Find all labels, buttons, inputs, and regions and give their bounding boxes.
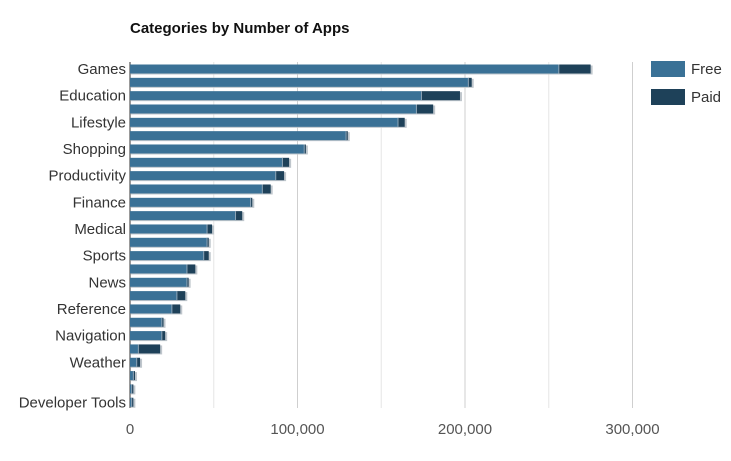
bar-paid xyxy=(131,397,134,407)
bar-paid xyxy=(275,171,285,181)
bar-paid xyxy=(282,157,290,167)
bar-free xyxy=(130,157,283,167)
category-labels: Games Education Lifestyle Shopping Productiv… xyxy=(19,61,127,411)
legend-label-paid: Paid xyxy=(691,89,721,106)
bar-paid xyxy=(133,371,136,381)
bar-free xyxy=(130,224,208,234)
category-label: Developer Tools xyxy=(19,394,126,411)
bar-free xyxy=(130,77,469,87)
bar-free xyxy=(130,91,422,101)
bar-paid xyxy=(161,331,166,341)
legend-swatch-paid xyxy=(651,89,685,105)
bar-free xyxy=(130,331,162,341)
bar-paid xyxy=(262,184,271,194)
bar-free xyxy=(130,344,139,354)
bar-paid xyxy=(186,264,196,274)
bar-paid xyxy=(558,64,591,74)
bar-paid xyxy=(346,131,348,141)
x-tick-label: 100,000 xyxy=(270,421,324,438)
bar-free xyxy=(130,237,208,247)
category-label: Reference xyxy=(57,301,126,318)
category-label: News xyxy=(88,274,126,291)
bar-paid xyxy=(421,91,460,101)
bar-free xyxy=(130,184,263,194)
bar-free xyxy=(130,384,132,394)
bar-paid xyxy=(176,291,186,301)
bar-free xyxy=(130,117,398,127)
bar-free xyxy=(130,264,187,274)
chart-title: Categories by Number of Apps xyxy=(130,20,349,37)
bar-paid xyxy=(186,277,189,287)
bar-free xyxy=(130,291,177,301)
category-label: Education xyxy=(59,88,126,105)
bar-free xyxy=(130,371,134,381)
category-label: Navigation xyxy=(55,328,126,345)
bar-paid xyxy=(207,224,213,234)
x-tick-label: 300,000 xyxy=(605,421,659,438)
bar-free xyxy=(130,277,187,287)
bar-free xyxy=(130,64,559,74)
bar-free xyxy=(130,171,276,181)
bar-paid xyxy=(235,211,243,221)
bar-free xyxy=(130,317,162,327)
bar-free xyxy=(130,251,204,261)
legend-swatch-free xyxy=(651,61,685,77)
bar-free xyxy=(130,304,172,314)
category-label: Lifestyle xyxy=(71,114,126,131)
legend-label-free: Free xyxy=(691,61,722,78)
bar-paid xyxy=(398,117,405,127)
legend: Free Paid xyxy=(651,61,722,106)
x-tick-label: 200,000 xyxy=(438,421,492,438)
bar-paid xyxy=(304,144,306,154)
bar-paid xyxy=(416,104,434,114)
bar-free xyxy=(130,211,236,221)
bar-free xyxy=(130,197,251,207)
category-label: Shopping xyxy=(63,141,126,158)
category-label: Games xyxy=(78,61,126,78)
bar-paid xyxy=(138,344,161,354)
bar-free xyxy=(130,131,347,141)
bar-free xyxy=(130,104,417,114)
bar-paid xyxy=(171,304,181,314)
bar-free xyxy=(130,144,305,154)
x-tick-label: 0 xyxy=(126,421,134,438)
category-label: Productivity xyxy=(48,168,126,185)
category-label: Medical xyxy=(74,221,126,238)
bar-paid xyxy=(468,77,472,87)
category-label: Finance xyxy=(73,194,126,211)
x-axis-tick-labels: 0 100,000 200,000 300,000 xyxy=(126,421,660,438)
bar-free xyxy=(130,397,132,407)
bar-paid xyxy=(203,251,209,261)
bar-paid xyxy=(136,357,141,367)
bar-paid xyxy=(207,237,209,247)
bar-paid xyxy=(250,197,253,207)
bar-paid xyxy=(161,317,164,327)
category-label: Sports xyxy=(83,248,126,265)
bar-paid xyxy=(131,384,134,394)
category-label: Weather xyxy=(70,354,126,371)
bar-free xyxy=(130,357,137,367)
bars-group xyxy=(130,64,593,408)
